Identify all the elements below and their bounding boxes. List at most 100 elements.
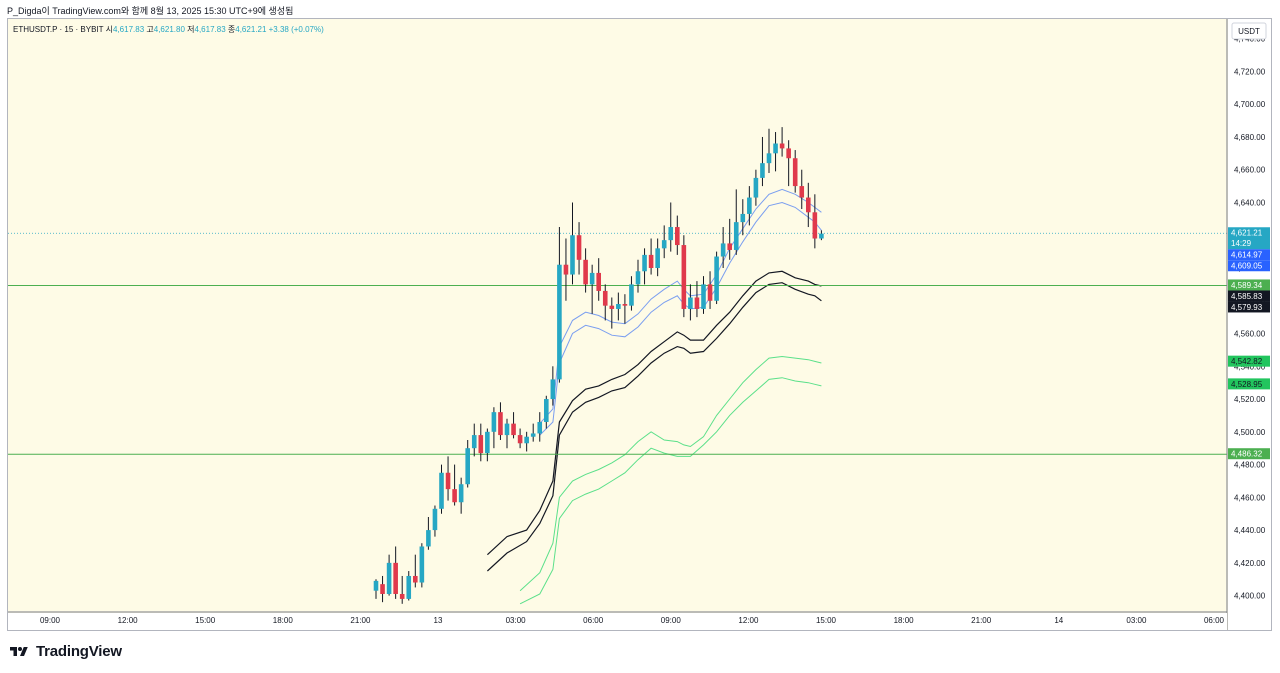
price-label-bg <box>1228 249 1270 261</box>
candle-body <box>544 399 549 422</box>
candle-up <box>419 543 425 588</box>
candle-body <box>432 508 438 531</box>
candle-up <box>504 418 510 449</box>
x-tick-label: 21:00 <box>971 616 992 625</box>
price-label-value: 4,589.34 <box>1231 281 1263 290</box>
y-tick-label: 4,420.00 <box>1234 559 1266 568</box>
candle-down <box>498 402 503 440</box>
candle-up <box>537 412 543 442</box>
candle-body <box>485 431 490 454</box>
x-tick-label: 09:00 <box>40 616 61 625</box>
chart-frame[interactable]: 4,400.00 4,420.00 4,440.00 4,460.00 4,480.00… <box>7 18 1272 631</box>
candle-up <box>426 516 431 550</box>
price-label-bg <box>1228 378 1270 390</box>
symbol-legend: ETHUSDT.P · 15 · BYBIT 시4,617.83 고4,621.… <box>13 25 324 34</box>
candle-up <box>701 276 706 314</box>
candle-up <box>740 199 746 236</box>
price-label: 4,579.93 <box>1228 301 1270 313</box>
band-black-upper <box>486 270 822 556</box>
y-tick-label: 4,660.00 <box>1234 166 1266 175</box>
candle-up <box>760 136 765 187</box>
band-green-upper <box>519 355 822 592</box>
candle-body <box>524 436 529 444</box>
candle-body <box>583 259 588 285</box>
candle-up <box>432 505 438 537</box>
candle-down <box>413 554 418 588</box>
price-axis-bg <box>1228 19 1271 630</box>
candle-up <box>629 276 634 311</box>
candle-body <box>806 197 811 213</box>
candle-up <box>714 251 719 305</box>
candle-up <box>485 428 490 462</box>
tradingview-logo-icon <box>10 646 28 656</box>
candle-body <box>406 575 412 599</box>
candle-up <box>616 292 621 321</box>
high-value: 4,621.80 <box>154 25 187 34</box>
candle-body <box>661 240 667 249</box>
candle-body <box>616 304 621 309</box>
candle-body <box>773 143 778 154</box>
candle-down <box>452 464 457 506</box>
price-label-bg <box>1228 279 1270 291</box>
candle-up <box>465 439 470 488</box>
price-label-bg <box>1228 290 1270 302</box>
price-label: 4,528.95 <box>1228 378 1270 390</box>
candle-body <box>629 284 634 306</box>
candle-body <box>386 562 392 594</box>
candle-body <box>445 472 451 490</box>
time-axis-bg <box>8 613 1227 630</box>
high-label: 고 <box>146 25 153 34</box>
y-tick-label: 4,540.00 <box>1234 362 1266 371</box>
price-label-value: 4,579.93 <box>1231 303 1263 312</box>
candle-body <box>413 575 418 583</box>
candle-down <box>806 182 811 228</box>
candle-down <box>622 294 628 324</box>
candle-body <box>491 412 497 432</box>
x-tick-label: 13 <box>434 616 443 625</box>
candle-body <box>537 421 543 434</box>
candle-body <box>714 256 719 301</box>
candle-body <box>733 222 739 250</box>
candle-up <box>720 227 726 268</box>
candle-body <box>517 435 523 444</box>
price-chart[interactable]: 4,400.00 4,420.00 4,440.00 4,460.00 4,480.00… <box>8 19 1271 630</box>
candle-up <box>635 259 641 293</box>
candle-down <box>694 281 700 318</box>
candle-body <box>498 412 503 436</box>
candle-body <box>707 284 713 301</box>
candle-body <box>393 562 398 594</box>
candle-up <box>642 248 647 285</box>
candle-up <box>589 264 595 314</box>
close-value: 4,621.21 <box>235 25 268 34</box>
candle-body <box>688 297 693 309</box>
candle-body <box>471 435 477 449</box>
candle-down <box>478 423 484 462</box>
chart-caption: P_Digda이 TradingView.com와 함께 8월 13, 2025… <box>7 6 294 16</box>
low-label: 저 <box>187 25 194 34</box>
price-label-bg <box>1228 260 1270 272</box>
candle-down <box>707 271 713 309</box>
candle-body <box>812 212 818 239</box>
candle-down <box>393 546 398 599</box>
x-tick-label: 03:00 <box>1126 616 1147 625</box>
x-tick-label: 03:00 <box>506 616 527 625</box>
price-label-value: 4,585.83 <box>1231 292 1263 301</box>
candle-body <box>747 197 752 214</box>
candle-up <box>406 571 412 601</box>
candle-body <box>602 290 608 306</box>
candle-down <box>596 258 601 301</box>
candle-body <box>576 235 582 260</box>
candle-up <box>747 186 752 226</box>
candle-down <box>727 218 732 260</box>
candle-body <box>760 163 765 178</box>
candle-body <box>426 530 431 547</box>
price-label-bg <box>1228 301 1270 313</box>
change-value: +3.38 (+0.07%) <box>269 25 324 34</box>
band-green-lower <box>519 377 822 605</box>
candle-body <box>694 297 700 309</box>
candle-up <box>386 554 392 596</box>
candle-down <box>583 248 588 293</box>
x-tick-label: 12:00 <box>738 616 759 625</box>
y-tick-label: 4,480.00 <box>1234 461 1266 470</box>
